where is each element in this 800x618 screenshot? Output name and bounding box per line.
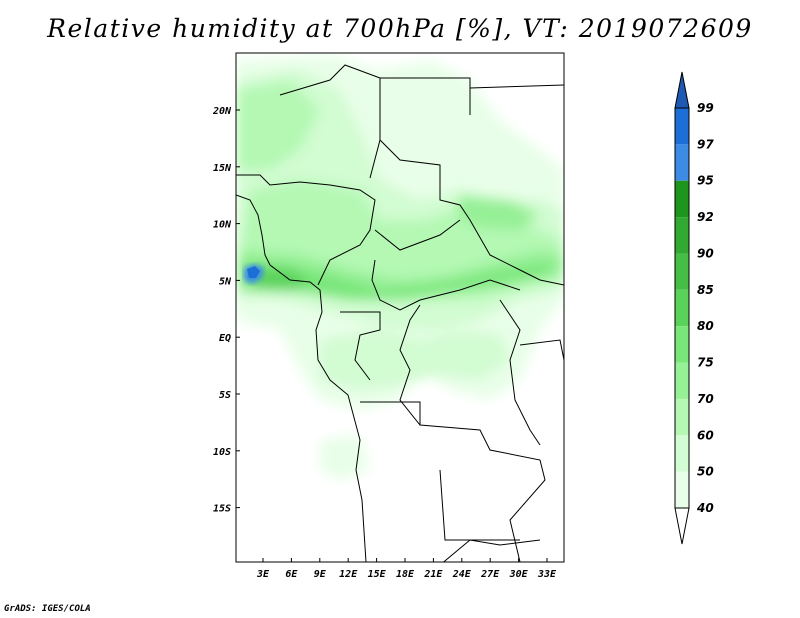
colorbar-segment <box>675 180 689 218</box>
lat-tick-label: 10S <box>213 447 231 458</box>
lon-tick-label: 21E <box>423 569 443 580</box>
lat-tick-label: 5N <box>219 276 232 287</box>
colorbar-segment <box>675 471 689 508</box>
lon-tick-label: 15E <box>368 569 387 580</box>
footer-credit: GrADS: IGES/COLA <box>4 604 91 614</box>
colorbar-label: 75 <box>697 356 714 370</box>
colorbar-label: 90 <box>697 246 714 260</box>
lat-tick-label: 15S <box>213 504 231 515</box>
lat-tick-label: 5S <box>219 390 231 401</box>
lon-tick-label: 6E <box>285 569 298 580</box>
lon-tick-label: 9E <box>314 569 327 580</box>
lat-tick-label: 15N <box>213 163 232 174</box>
lon-tick-label: 33E <box>537 569 557 580</box>
country-borders <box>236 64 564 562</box>
colorbar-label: 40 <box>696 501 714 515</box>
lat-tick-label: EQ <box>219 333 231 344</box>
lon-tick-label: 3E <box>256 569 270 580</box>
colorbar-label: 80 <box>697 319 714 333</box>
colorbar-segment <box>675 108 689 145</box>
colorbar-segment <box>675 289 689 327</box>
colorbar-segment <box>675 144 689 181</box>
colorbar-segment <box>675 253 689 290</box>
humidity-field <box>236 53 564 562</box>
lon-tick-label: 30E <box>509 569 529 580</box>
colorbar-bottom-arrow <box>674 507 690 545</box>
colorbar-top-arrow <box>674 71 690 109</box>
latitude-axis: 20N 15N 10N 5N EQ 5S 10S 15S <box>212 106 240 515</box>
lon-tick-label: 12E <box>339 569 358 580</box>
colorbar-segment <box>675 217 689 254</box>
colorbar-label: 50 <box>697 465 714 479</box>
colorbar-label: 60 <box>697 428 714 442</box>
lat-tick-label: 10N <box>213 220 232 231</box>
lat-tick-label: 20N <box>212 106 232 117</box>
colorbar-label: 95 <box>697 174 714 188</box>
map-title: Relative humidity at 700hPa [%], VT: 201… <box>47 14 753 43</box>
colorbar-label: 70 <box>697 392 714 406</box>
colorbar-segment <box>675 326 689 363</box>
lon-tick-label: 18E <box>396 569 415 580</box>
colorbar-segment <box>675 362 689 399</box>
longitude-axis: 3E 6E 9E 12E 15E 18E 21E 24E 27E 30E 33E <box>256 558 557 580</box>
colorbar-label: 97 <box>697 137 714 151</box>
lon-tick-label: 24E <box>452 569 472 580</box>
colorbar-label: 92 <box>697 210 714 224</box>
colorbar-label: 85 <box>697 283 714 297</box>
colorbar-segment <box>675 398 689 436</box>
colorbar-segment <box>675 435 689 472</box>
colorbar: 99 97 95 92 90 85 80 75 70 60 50 40 <box>674 71 714 545</box>
colorbar-label: 99 <box>697 101 714 115</box>
lon-tick-label: 27E <box>480 569 500 580</box>
map-frame <box>235 52 565 563</box>
